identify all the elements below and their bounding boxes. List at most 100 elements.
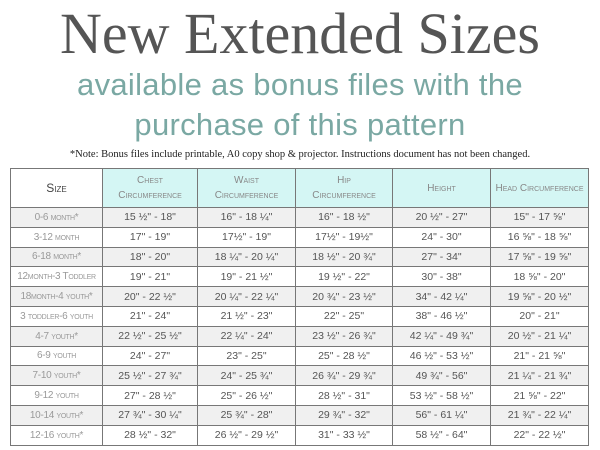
measurement-cell: 53 ½" - 58 ½"	[392, 385, 491, 406]
measurement-cell: 38" - 46 ½"	[392, 305, 491, 327]
column-header-label: Circumference	[118, 190, 182, 201]
measurement-cell: 29 ¾" - 32"	[295, 404, 393, 426]
column-header-label: Head Circumference	[495, 182, 584, 194]
measurement-cell: 17½" - 19"	[197, 226, 296, 248]
measurement-cell: 28 ½" - 31"	[295, 385, 393, 406]
column-header-label: Circumference	[214, 190, 279, 201]
measurement-cell: 46 ½" - 53 ½"	[392, 345, 491, 367]
measurement-cell: 21" - 21 ⅝"	[490, 345, 589, 367]
column-header: Hip Circumference	[295, 168, 393, 208]
measurement-cell: 19 ½" - 22"	[295, 266, 393, 288]
measurement-cell: 20" - 21"	[490, 305, 589, 327]
measurement-cell: 18 ⅝" - 20"	[490, 266, 589, 288]
measurement-cell: 22" - 22 ½"	[490, 424, 589, 446]
measurement-cell: 23 ½" - 26 ¾"	[295, 325, 393, 347]
column-header-label: Size	[46, 180, 67, 195]
measurement-cell: 30" - 38"	[392, 266, 491, 288]
table-row: 3 toddler-6 youth 21" - 24" 21 ½" - 23" 22"…	[10, 305, 589, 327]
measurement-cell: 20 ¾" - 23 ½"	[295, 286, 393, 307]
measurement-cell: 56" - 61 ¼"	[392, 404, 491, 426]
measurement-cell: 17" - 19"	[102, 226, 198, 248]
size-cell: 3 toddler-6 youth	[10, 305, 103, 327]
table-row: 6-9 youth 24" - 27" 23" - 25" 25" - 28 ½" 46…	[10, 345, 589, 367]
table-row: 4-7 youth* 22 ½" - 25 ½" 22 ¼" - 24" 23 ½" …	[10, 325, 589, 347]
measurement-cell: 19" - 21 ½"	[197, 266, 296, 288]
measurement-cell: 25 ½" - 27 ¾"	[102, 365, 198, 387]
column-header-label: Circumference	[312, 190, 376, 201]
measurement-cell: 25" - 28 ½"	[295, 345, 393, 367]
size-cell: 6-9 youth	[10, 345, 103, 367]
measurement-cell: 49 ¾" - 56"	[392, 365, 491, 387]
table-row: 10-14 youth* 27 ¾" - 30 ¼" 25 ¾" - 28" 29 ¾…	[10, 404, 589, 426]
measurement-cell: 28 ½" - 32"	[102, 424, 198, 446]
measurement-cell: 19" - 21"	[102, 266, 198, 288]
measurement-cell: 21 ¾" - 22 ¼"	[490, 404, 589, 426]
table-row: 12-16 youth* 28 ½" - 32" 26 ½" - 29 ½" 31" …	[10, 424, 589, 446]
measurement-cell: 24" - 25 ¾"	[197, 365, 296, 387]
measurement-cell: 16" - 18 ¼"	[197, 207, 296, 228]
size-cell: 10-14 youth*	[10, 404, 103, 426]
measurement-cell: 16" - 18 ½"	[295, 207, 393, 228]
column-header: Chest Circumference	[102, 168, 198, 208]
size-cell: 12-16 youth*	[10, 424, 103, 446]
measurement-cell: 31" - 33 ½"	[295, 424, 393, 446]
measurement-cell: 21 ½" - 23"	[197, 305, 296, 327]
measurement-cell: 42 ¼" - 49 ¾"	[392, 325, 491, 347]
measurement-cell: 27 ¾" - 30 ¼"	[102, 404, 198, 426]
size-cell: 3-12 month	[10, 226, 103, 248]
measurement-cell: 25 ¾" - 28"	[197, 404, 296, 426]
measurement-cell: 20" - 22 ½"	[102, 286, 198, 307]
size-cell: 4-7 youth*	[10, 325, 103, 347]
column-header: Waist Circumference	[197, 168, 296, 208]
subtitle-line-1: available as bonus files with the	[77, 67, 523, 102]
measurement-cell: 25" - 26 ½"	[197, 385, 296, 406]
measurement-cell: 18" - 20"	[102, 246, 198, 268]
table-row: 18month-4 youth* 20" - 22 ½" 20 ¼" - 22 ¼"…	[10, 286, 589, 307]
table-row: 0-6 month* 15 ½" - 18" 16" - 18 ¼" 16" - 18…	[10, 207, 589, 228]
measurement-cell: 22 ½" - 25 ½"	[102, 325, 198, 347]
table-row: 12month-3 Toddler 19" - 21" 19" - 21 ½" 19 …	[10, 266, 589, 288]
measurement-cell: 18 ½" - 20 ¾"	[295, 246, 393, 268]
column-header: Size	[10, 168, 103, 208]
page-title: New Extended Sizes	[60, 1, 540, 66]
subtitle-line-2: purchase of this pattern	[134, 107, 466, 142]
size-cell: 7-10 youth*	[10, 365, 103, 387]
measurement-cell: 34" - 42 ¼"	[392, 286, 491, 307]
measurement-cell: 18 ¼" - 20 ¼"	[197, 246, 296, 268]
size-cell: 18month-4 youth*	[10, 286, 103, 307]
measurement-cell: 27" - 28 ½"	[102, 385, 198, 406]
measurement-cell: 24" - 30"	[392, 226, 491, 248]
column-header: Height	[392, 168, 491, 208]
column-header-label: Hip	[337, 175, 351, 186]
table-row: 3-12 month 17" - 19" 17½" - 19" 17½" - 19½"…	[10, 226, 589, 248]
column-header-label: Height	[427, 182, 456, 194]
table-row: 9-12 youth 27" - 28 ½" 25" - 26 ½" 28 ½" - …	[10, 385, 589, 406]
size-cell: 6-18 month*	[10, 246, 103, 268]
table-row: 6-18 month* 18" - 20" 18 ¼" - 20 ¼" 18 ½" -…	[10, 246, 589, 268]
size-cell: 0-6 month*	[10, 207, 103, 228]
measurement-cell: 20 ¼" - 22 ¼"	[197, 286, 296, 307]
measurement-cell: 21 ¼" - 21 ¾"	[490, 365, 589, 387]
measurement-cell: 15 ½" - 18"	[102, 207, 198, 228]
measurement-cell: 21 ⅝" - 22"	[490, 385, 589, 406]
measurement-cell: 24" - 27"	[102, 345, 198, 367]
column-header-label: Waist	[234, 175, 259, 186]
column-header: Head Circumference	[490, 168, 589, 208]
measurement-cell: 15" - 17 ⅝"	[490, 207, 589, 228]
measurement-cell: 26 ½" - 29 ½"	[197, 424, 296, 446]
size-chart-table: Size Chest Circumference Waist Circumference…	[10, 168, 589, 446]
measurement-cell: 23" - 25"	[197, 345, 296, 367]
measurement-cell: 26 ¾" - 29 ¾"	[295, 365, 393, 387]
column-header-label: Chest	[137, 175, 163, 186]
measurement-cell: 21" - 24"	[102, 305, 198, 327]
measurement-cell: 20 ½" - 21 ¼"	[490, 325, 589, 347]
measurement-cell: 22 ¼" - 24"	[197, 325, 296, 347]
measurement-cell: 17½" - 19½"	[295, 226, 393, 248]
measurement-cell: 16 ⅝" - 18 ⅝"	[490, 226, 589, 248]
table-row: 7-10 youth* 25 ½" - 27 ¾" 24" - 25 ¾" 26 ¾"…	[10, 365, 589, 387]
measurement-cell: 22" - 25"	[295, 305, 393, 327]
size-cell: 12month-3 Toddler	[10, 266, 103, 288]
measurement-cell: 17 ⅝" - 19 ⅝"	[490, 246, 589, 268]
bonus-note: *Note: Bonus files include printable, A0…	[69, 149, 531, 160]
measurement-cell: 19 ⅝" - 20 ½"	[490, 286, 589, 307]
